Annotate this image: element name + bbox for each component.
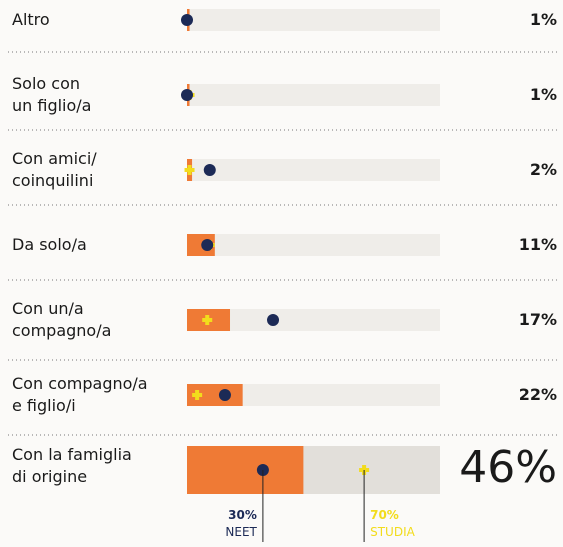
track [187, 159, 440, 181]
category-label: Solo con un figlio/a [12, 74, 92, 115]
neet-marker [201, 239, 214, 251]
bar [187, 446, 304, 494]
value-label: 22% [518, 385, 557, 404]
category-label: Con amici/ coinquilini [12, 149, 97, 190]
studia-marker [202, 315, 213, 325]
category-label: Con compagno/a e figlio/i [12, 374, 148, 415]
category-label: Da solo/a [12, 235, 87, 254]
bar [187, 384, 243, 406]
value-label: 1% [529, 85, 557, 104]
value-label: 17% [518, 310, 557, 329]
neet-marker [181, 89, 193, 101]
neet-marker [218, 389, 231, 401]
track [187, 84, 440, 106]
studia-name: STUDIA [370, 525, 416, 539]
studia-marker [192, 390, 203, 400]
category-label: Con la famiglia di origine [12, 445, 132, 486]
studia-marker [184, 165, 195, 175]
category-label: Con un/a compagno/a [12, 299, 112, 340]
neet-share: 30% [228, 508, 257, 522]
track [187, 309, 440, 331]
neet-marker [203, 164, 216, 176]
track [187, 9, 440, 31]
value-label: 46% [459, 442, 557, 493]
value-label: 2% [529, 160, 557, 179]
studia-share: 70% [370, 508, 399, 522]
neet-marker [267, 314, 280, 326]
value-label: 11% [518, 235, 557, 254]
track [187, 234, 440, 256]
value-label: 1% [529, 10, 557, 29]
category-label: Altro [12, 10, 50, 29]
neet-marker [181, 14, 193, 26]
neet-name: NEET [225, 525, 257, 539]
track [187, 384, 440, 406]
